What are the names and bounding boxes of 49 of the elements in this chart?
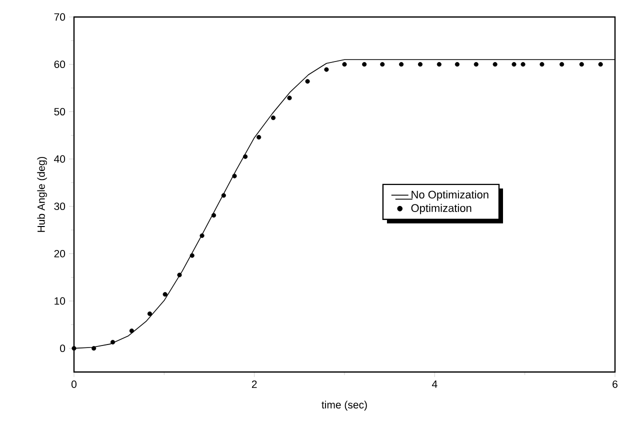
point [243, 154, 248, 159]
point [200, 233, 204, 238]
y-tick-label: 70 [54, 13, 66, 21]
point [324, 67, 329, 72]
point [129, 328, 134, 334]
point [221, 193, 226, 198]
point [211, 213, 216, 218]
x-tick-label: 2 [252, 380, 257, 388]
point [362, 62, 367, 67]
x-tick-label: 6 [612, 380, 618, 388]
point [598, 62, 603, 67]
point [579, 62, 584, 67]
y-axis-title: Hub Angle (deg) [37, 156, 47, 232]
point [177, 272, 182, 278]
point [72, 346, 76, 351]
point [305, 79, 310, 84]
point [380, 62, 385, 67]
x-tick-label: 0 [71, 380, 76, 388]
point [270, 116, 276, 120]
y-tick-label: 30 [54, 202, 66, 210]
point [474, 62, 478, 67]
point [436, 62, 442, 67]
x-axis-title: time (sec) [322, 400, 367, 411]
point [256, 134, 262, 140]
point [560, 62, 564, 67]
point [287, 96, 292, 100]
y-tick-label: 40 [54, 155, 66, 163]
point [110, 340, 116, 344]
point [232, 174, 237, 178]
point [418, 62, 423, 67]
point [342, 62, 347, 67]
point [92, 346, 96, 351]
y-tick-label: 0 [60, 344, 66, 352]
point [540, 62, 544, 67]
y-tick-label: 50 [54, 108, 66, 116]
point [147, 311, 152, 316]
y-tick-label: 20 [54, 250, 66, 258]
x-tick-label: 4 [432, 380, 438, 388]
point [399, 62, 404, 67]
y-tick-label: 60 [54, 60, 66, 68]
point [190, 253, 194, 258]
legend-label: Optimization [411, 204, 472, 214]
point [454, 62, 460, 67]
legend-label: No Optimization [412, 190, 488, 201]
point [492, 62, 498, 67]
point [512, 62, 516, 67]
point [162, 292, 168, 297]
y-tick-label: 10 [54, 297, 66, 305]
point [520, 62, 526, 67]
